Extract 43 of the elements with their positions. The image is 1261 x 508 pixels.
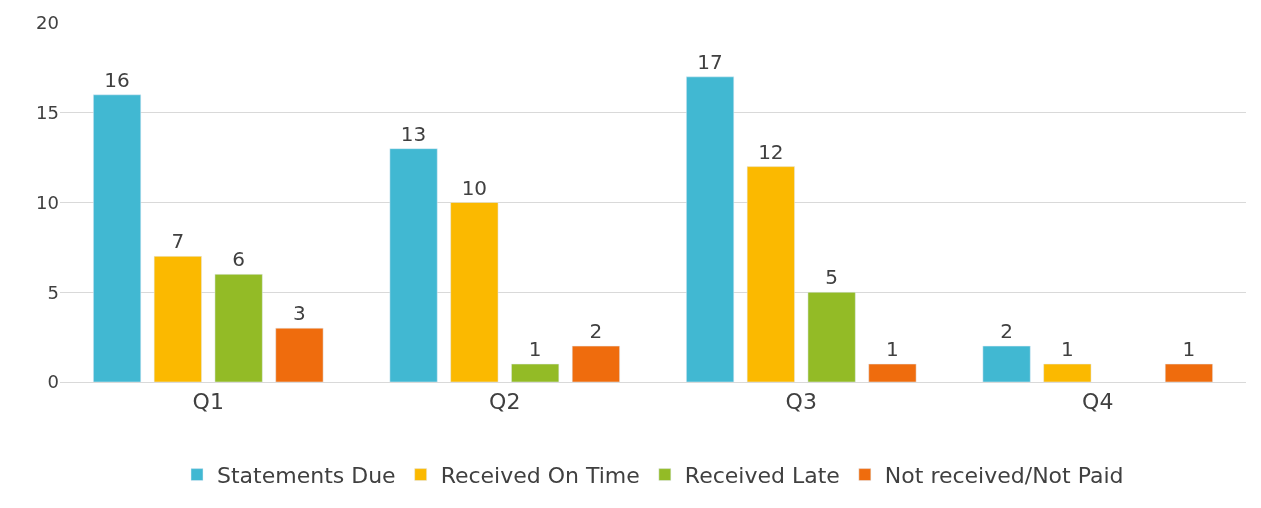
- legend-label: Received On Time: [440, 463, 640, 489]
- legend-label: Not received/Not Paid: [884, 463, 1124, 489]
- data-label: 1: [1182, 337, 1196, 362]
- y-tick-label: 20: [36, 12, 59, 34]
- bar: [868, 363, 917, 382]
- data-label: 7: [171, 229, 185, 254]
- data-label: 12: [758, 139, 784, 164]
- data-label: 10: [461, 175, 488, 200]
- bar: [275, 327, 324, 382]
- bar: [807, 292, 856, 382]
- data-label: 6: [232, 247, 246, 272]
- bar: [686, 76, 735, 382]
- y-tick-label: 15: [36, 102, 59, 124]
- data-label: 2: [589, 319, 603, 344]
- data-label: 3: [293, 301, 306, 326]
- bar: [214, 274, 263, 382]
- bar: [1043, 363, 1092, 382]
- bar: [153, 256, 202, 382]
- x-tick-label: Q3: [785, 389, 817, 415]
- y-tick-label: 0: [47, 371, 59, 393]
- data-label: 13: [400, 121, 427, 146]
- bar: [93, 94, 142, 382]
- bar: [511, 363, 560, 382]
- data-label: 1: [1060, 337, 1074, 362]
- data-label: 17: [697, 49, 723, 74]
- bar: [1164, 363, 1213, 382]
- x-tick-label: Q1: [192, 389, 224, 415]
- bar: [389, 148, 438, 382]
- y-tick-label: 10: [36, 191, 59, 213]
- data-label: 1: [528, 337, 542, 362]
- bar: [982, 345, 1031, 382]
- x-tick-label: Q4: [1082, 389, 1114, 415]
- bar: [571, 345, 620, 382]
- legend-label: Statements Due: [217, 463, 396, 489]
- bar: [450, 202, 499, 382]
- data-label: 5: [825, 265, 839, 290]
- legend-label: Received Late: [684, 463, 840, 489]
- data-label: 2: [1000, 319, 1013, 344]
- data-label: 16: [104, 67, 130, 92]
- y-tick-label: 5: [47, 281, 59, 303]
- bar: [746, 166, 795, 382]
- x-tick-label: Q2: [489, 389, 521, 415]
- data-label: 1: [886, 337, 899, 362]
